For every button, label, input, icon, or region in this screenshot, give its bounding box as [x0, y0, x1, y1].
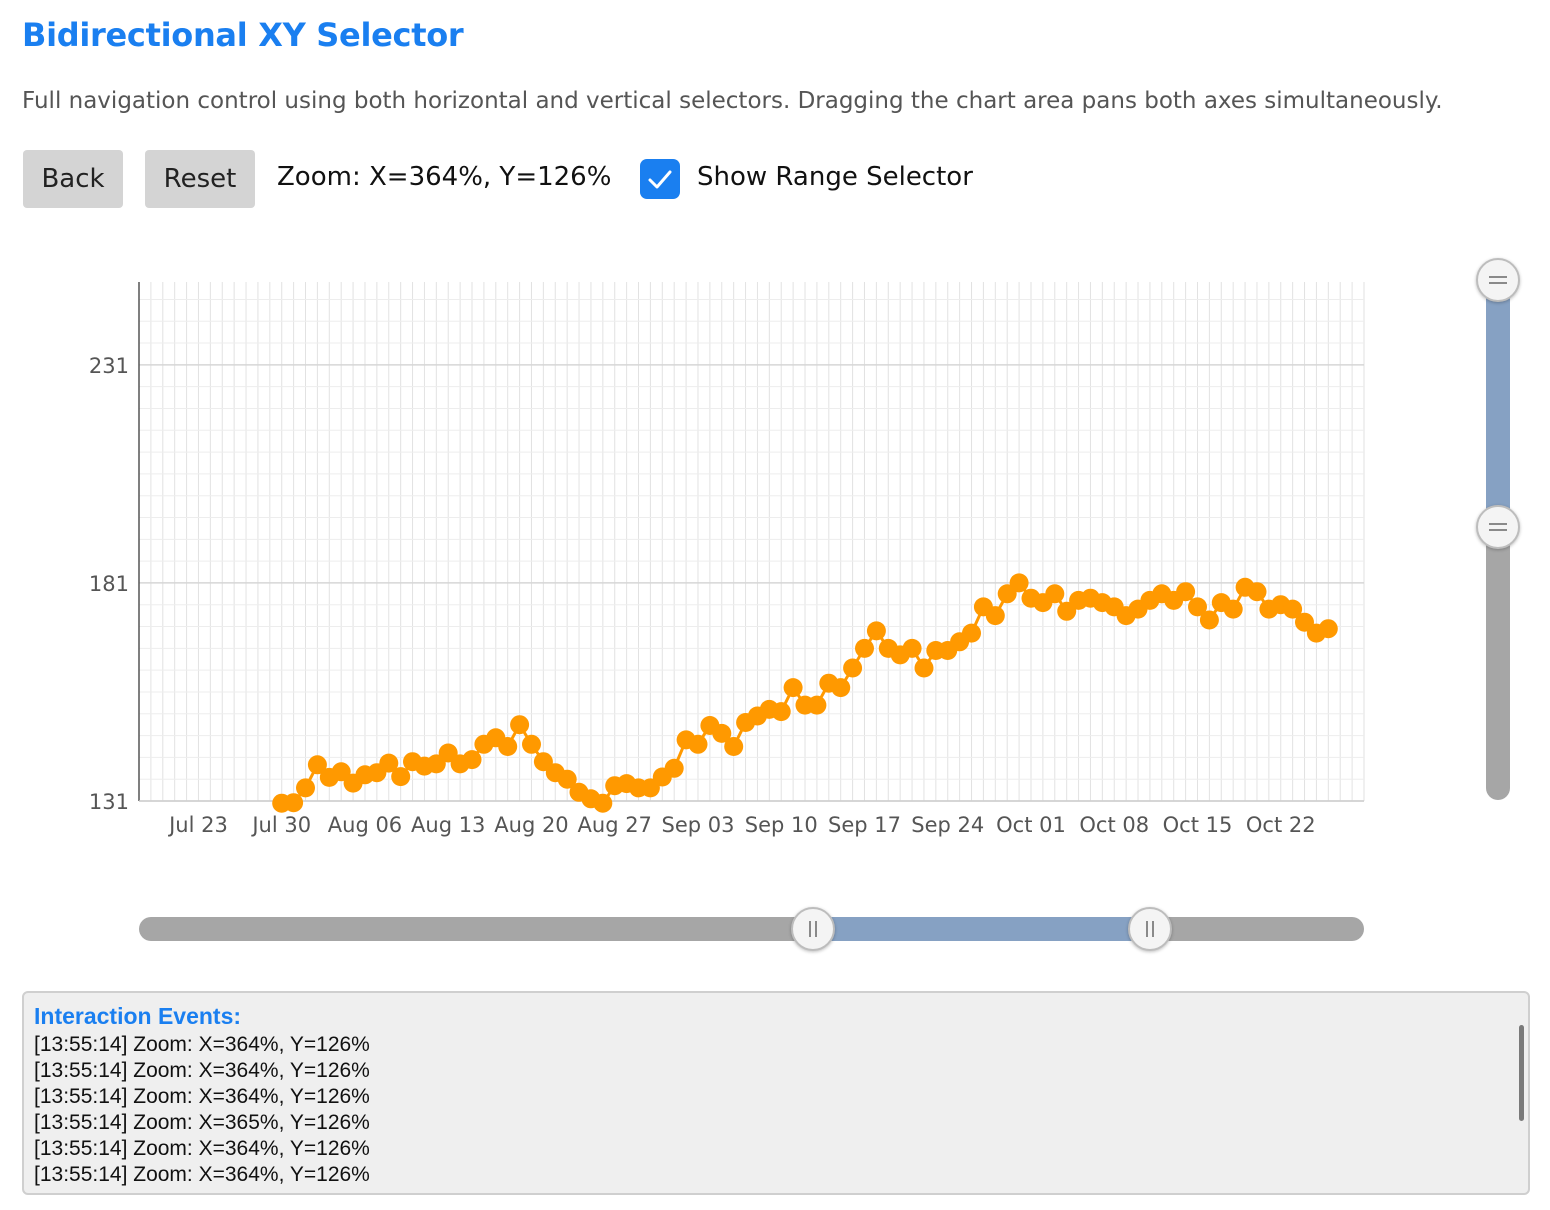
- x-tick-label: Oct 22: [1246, 813, 1316, 837]
- data-point: [712, 723, 732, 743]
- data-point: [855, 638, 874, 658]
- data-point: [307, 755, 327, 775]
- data-point: [296, 778, 315, 798]
- data-point: [498, 737, 518, 756]
- data-point: [866, 621, 886, 641]
- y-tick-label: 231: [89, 354, 129, 378]
- data-point: [902, 638, 922, 658]
- x-range-selector-window[interactable]: [812, 917, 1150, 941]
- x-range-end-handle[interactable]: [1127, 907, 1172, 951]
- series-group: [272, 573, 1338, 813]
- zoom-status: Zoom: X=364%, Y=126%: [277, 162, 612, 192]
- log-entry: [13:55:14] Zoom: X=364%, Y=126%: [34, 1033, 370, 1056]
- data-point: [1188, 597, 1207, 617]
- data-point: [962, 623, 981, 643]
- x-tick-label: Jul 23: [167, 813, 228, 837]
- x-tick-label: Aug 13: [411, 813, 485, 837]
- chart-series: [272, 573, 1338, 813]
- data-point: [783, 678, 803, 698]
- data-point: [1283, 599, 1303, 619]
- data-point: [1176, 582, 1196, 602]
- log-entry: [13:55:14] Zoom: X=364%, Y=126%: [34, 1137, 370, 1160]
- data-point: [1045, 584, 1065, 604]
- x-tick-label: Sep 10: [745, 813, 818, 837]
- page-description: Full navigation control using both horiz…: [22, 88, 1443, 114]
- x-tick-label: Sep 03: [661, 813, 734, 837]
- x-range-start-handle[interactable]: [790, 907, 835, 951]
- data-point: [510, 715, 530, 735]
- x-tick-label: Oct 01: [996, 813, 1066, 837]
- data-point: [1223, 599, 1243, 619]
- x-tick-label: Aug 20: [494, 813, 568, 837]
- data-point: [391, 767, 411, 787]
- grip-horizontal-icon: [1489, 523, 1507, 531]
- data-point: [914, 658, 934, 678]
- chart-axes: [138, 282, 1364, 802]
- y-tick-label: 131: [89, 790, 129, 814]
- data-point: [1247, 582, 1267, 602]
- data-point: [593, 793, 613, 813]
- grip-vertical-icon: [1145, 921, 1154, 937]
- page-title: Bidirectional XY Selector: [22, 16, 464, 54]
- back-button[interactable]: Back: [23, 150, 123, 208]
- data-point: [985, 606, 1005, 626]
- data-point: [522, 734, 541, 754]
- checkmark-icon: [648, 170, 672, 189]
- y-tick-label: 181: [89, 572, 129, 596]
- log-scrollbar[interactable]: [1519, 1025, 1524, 1121]
- x-range-selector-track[interactable]: [139, 917, 1364, 941]
- x-tick-label: Aug 27: [578, 813, 652, 837]
- y-range-bottom-handle[interactable]: [1476, 505, 1520, 549]
- chart-area[interactable]: 131 181 231 Jul 23 Jul 30 Aug 06 Aug 13 Aug 20 A…: [0, 260, 1420, 860]
- data-point: [379, 753, 399, 773]
- log-title: Interaction Events:: [34, 1003, 242, 1029]
- data-point: [807, 695, 827, 715]
- grip-vertical-icon: [808, 921, 817, 937]
- y-range-selector-window[interactable]: [1486, 280, 1510, 527]
- x-tick-label: Aug 06: [328, 813, 402, 837]
- x-tick-label: Oct 08: [1079, 813, 1149, 837]
- data-point: [843, 658, 863, 678]
- data-point: [664, 758, 684, 778]
- range-selector-checkbox[interactable]: [640, 159, 680, 199]
- reset-button[interactable]: Reset: [145, 150, 255, 208]
- data-point: [831, 678, 851, 698]
- log-entry: [13:55:14] Zoom: X=364%, Y=126%: [34, 1085, 370, 1108]
- y-range-top-handle[interactable]: [1476, 258, 1520, 302]
- data-point: [331, 762, 351, 782]
- interaction-log[interactable]: Interaction Events: [13:55:14] Zoom: X=3…: [22, 991, 1530, 1195]
- data-point: [688, 734, 708, 754]
- x-tick-label: Jul 30: [250, 813, 311, 837]
- chart-tick-labels: 131 181 231 Jul 23 Jul 30 Aug 06 Aug 13 Aug 20 A…: [89, 354, 1316, 837]
- data-point: [771, 702, 791, 722]
- x-tick-label: Sep 24: [911, 813, 984, 837]
- data-point: [462, 750, 482, 770]
- data-point: [724, 737, 744, 756]
- data-point: [1318, 619, 1338, 639]
- range-selector-label[interactable]: Show Range Selector: [697, 162, 973, 192]
- log-entry: [13:55:14] Zoom: X=364%, Y=126%: [34, 1163, 370, 1186]
- grip-horizontal-icon: [1489, 276, 1507, 284]
- data-point: [1199, 610, 1219, 630]
- log-entry: [13:55:14] Zoom: X=365%, Y=126%: [34, 1111, 370, 1134]
- x-tick-label: Sep 17: [828, 813, 901, 837]
- data-point: [284, 793, 304, 813]
- data-point: [557, 769, 577, 789]
- x-tick-label: Oct 15: [1163, 813, 1233, 837]
- log-entry: [13:55:14] Zoom: X=364%, Y=126%: [34, 1059, 370, 1082]
- data-point: [1009, 573, 1029, 593]
